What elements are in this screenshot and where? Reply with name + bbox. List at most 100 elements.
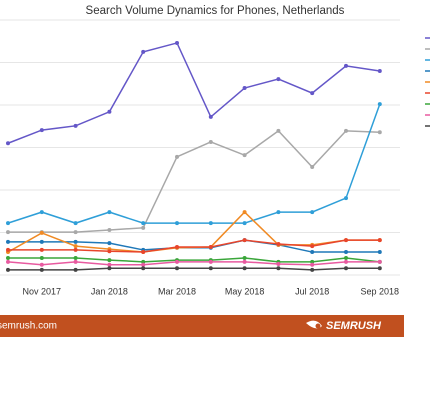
data-point [310, 250, 315, 255]
data-point [73, 239, 78, 244]
data-point [6, 256, 10, 260]
plot-area: Nov 2017 Jan 2018 Mar 2018 May 2018 Jul 2018… [0, 19, 400, 296]
data-point [276, 241, 281, 246]
data-point [141, 250, 146, 255]
data-point [175, 154, 179, 159]
data-point [6, 259, 10, 264]
data-point [208, 259, 213, 264]
data-point [310, 244, 315, 249]
data-point [276, 261, 281, 266]
data-point [141, 259, 146, 264]
x-tick-label: Jul 2018 [295, 286, 329, 296]
data-point [276, 128, 281, 133]
data-point [344, 266, 348, 271]
data-point [242, 86, 247, 90]
series-line [8, 267, 380, 271]
data-point [208, 221, 213, 226]
data-point [175, 266, 179, 271]
series-line [7, 261, 380, 266]
data-point [377, 259, 382, 264]
data-point [208, 139, 213, 144]
data-point [377, 238, 382, 243]
data-point [344, 128, 348, 133]
data-point [344, 238, 348, 243]
series-line [7, 103, 381, 224]
data-point [107, 258, 112, 263]
data-point [377, 266, 382, 271]
series-line [8, 239, 380, 253]
data-point [242, 210, 247, 215]
data-point [344, 256, 348, 260]
data-point [73, 267, 78, 272]
data-point [377, 102, 382, 107]
footer-logo: SEMRUSH [326, 320, 382, 332]
data-point [6, 221, 10, 226]
data-point [39, 247, 44, 252]
x-tick-label: Mar 2018 [158, 286, 196, 296]
data-point [73, 259, 78, 264]
data-point [310, 262, 315, 267]
x-tick-label: Jan 2018 [91, 286, 128, 296]
data-point [208, 266, 213, 271]
x-tick-label: Nov 2017 [23, 286, 62, 296]
data-point [107, 241, 112, 246]
data-point [276, 210, 281, 215]
data-point [242, 266, 247, 271]
data-point [141, 262, 146, 267]
data-point [242, 259, 247, 264]
data-point [377, 69, 382, 73]
data-point [6, 267, 10, 272]
data-point [6, 239, 10, 244]
data-point [107, 227, 112, 232]
data-point [73, 256, 78, 260]
legend-keys [425, 37, 430, 127]
data-point [344, 250, 348, 255]
footer-site: semrush.com [0, 321, 57, 332]
data-point [310, 210, 315, 215]
data-point [6, 141, 10, 146]
data-point [6, 247, 10, 252]
data-point [344, 63, 348, 68]
data-point [39, 262, 44, 267]
data-point [73, 230, 78, 235]
data-point [141, 49, 146, 54]
data-point [73, 247, 78, 252]
data-point [242, 221, 247, 226]
data-point [310, 165, 315, 170]
data-point [175, 40, 179, 45]
data-point [208, 244, 213, 249]
data-point [242, 238, 247, 243]
data-point [344, 196, 348, 201]
data-point [242, 153, 247, 158]
logo-icon [306, 320, 322, 329]
data-point [141, 225, 146, 230]
data-point [377, 250, 382, 255]
data-point [39, 128, 44, 133]
data-point [310, 91, 315, 96]
series-line [8, 257, 380, 263]
data-point [107, 210, 112, 215]
data-point [107, 249, 112, 254]
x-tick-label: May 2018 [225, 286, 265, 296]
data-point [310, 259, 315, 264]
data-point [344, 259, 348, 264]
footer-bar [0, 315, 404, 337]
data-point [242, 256, 247, 260]
data-point [175, 221, 179, 226]
data-point [310, 267, 315, 272]
data-point [175, 259, 179, 264]
data-point [73, 123, 78, 128]
data-point [39, 267, 44, 272]
data-point [39, 230, 44, 235]
data-point [276, 266, 281, 271]
chart-title: Search Volume Dynamics for Phones, Nethe… [86, 5, 345, 17]
data-point [208, 114, 213, 119]
data-point [107, 262, 112, 267]
x-tick-label: Sep 2018 [361, 286, 400, 296]
data-point [39, 239, 44, 244]
data-point [107, 109, 112, 114]
data-point [141, 221, 146, 226]
data-point [107, 266, 112, 271]
series-line [7, 42, 380, 144]
